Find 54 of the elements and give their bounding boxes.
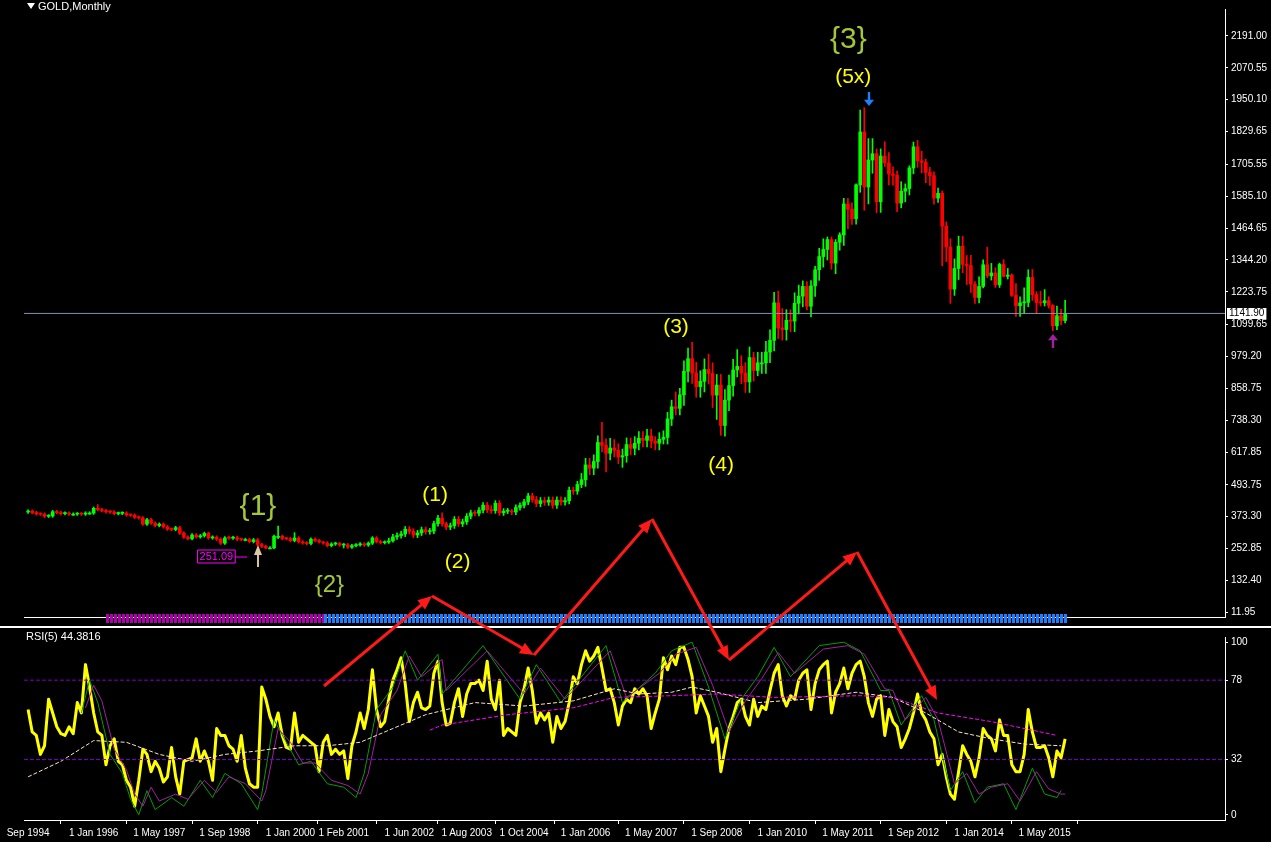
y-tick-label: 617.85 [1231,445,1263,457]
y-tick-label: 0 [1231,808,1237,820]
chart-title: GOLD,Monthly [38,0,111,12]
annotation: {2} [314,569,345,597]
annotation: {1} [239,488,277,522]
x-tick-label: 1 Oct 2004 [499,826,549,838]
x-tick-label: 1 Jan 1996 [68,826,119,838]
y-tick-label: 373.30 [1231,510,1263,522]
x-tick-label: Sep 1994 [6,826,50,838]
ref-line-label: 1141.90 [1229,307,1265,319]
y-tick-label: 1099.65 [1231,318,1268,330]
y-tick-label: 1950.10 [1231,93,1268,105]
y-tick-label: 2070.55 [1231,61,1268,73]
y-tick-label: 493.75 [1231,478,1263,490]
annotation: (2) [444,548,471,572]
x-tick-label: 1 Sep 2008 [691,826,743,838]
x-tick-label: 1 May 1997 [133,826,186,838]
x-tick-label: 1 May 2015 [1018,826,1072,838]
y-tick-label: 858.75 [1231,382,1263,394]
annotation: (3) [663,313,689,337]
x-tick-label: 1 Jan 2010 [757,826,808,838]
x-tick-label: 1 Sep 1998 [199,826,251,838]
annotation: (1) [422,481,449,505]
y-tick-label: 979.20 [1231,350,1263,362]
y-tick-label: 252.85 [1231,542,1263,554]
annotation: 251.09 [199,550,234,563]
x-tick-label: 1 Jan 2014 [954,826,1005,838]
x-tick-label: 1 Aug 2003 [441,826,493,838]
y-tick-label: 1223.75 [1231,285,1268,297]
line-series [27,686,1062,778]
y-tick-label: 1464.65 [1231,221,1268,233]
y-tick-label: 100 [1231,635,1249,647]
annotation: (4) [708,451,734,475]
x-tick-label: 1 Jun 2002 [384,826,435,838]
x-tick-label: 1 May 2007 [625,826,678,838]
annotation: {3} [829,21,867,55]
y-tick-label: 1344.20 [1231,253,1268,265]
y-tick-label: 132.40 [1231,574,1263,586]
chart-title: RSI(5) 44.3816 [26,630,101,642]
line-series [429,693,1058,736]
x-tick-label: 1 Sep 2012 [887,826,940,838]
y-tick-label: 1585.10 [1231,189,1268,201]
y-tick-label: 1829.65 [1231,125,1268,137]
x-tick-label: 1 Jan 2000 [265,826,316,838]
x-tick-label: 1 Feb 2001 [318,826,370,838]
y-tick-label: 78 [1231,673,1243,685]
annotation: (5x) [835,63,872,87]
y-tick-label: 1705.55 [1231,158,1268,170]
y-tick-label: 738.30 [1231,413,1263,425]
y-tick-label: 32 [1231,753,1243,765]
x-tick-label: 1 May 2011 [822,826,875,838]
y-tick-label: 11.95 [1231,606,1256,617]
y-tick-label: 2191.00 [1231,29,1268,41]
x-tick-label: 1 Jan 2006 [560,826,611,838]
